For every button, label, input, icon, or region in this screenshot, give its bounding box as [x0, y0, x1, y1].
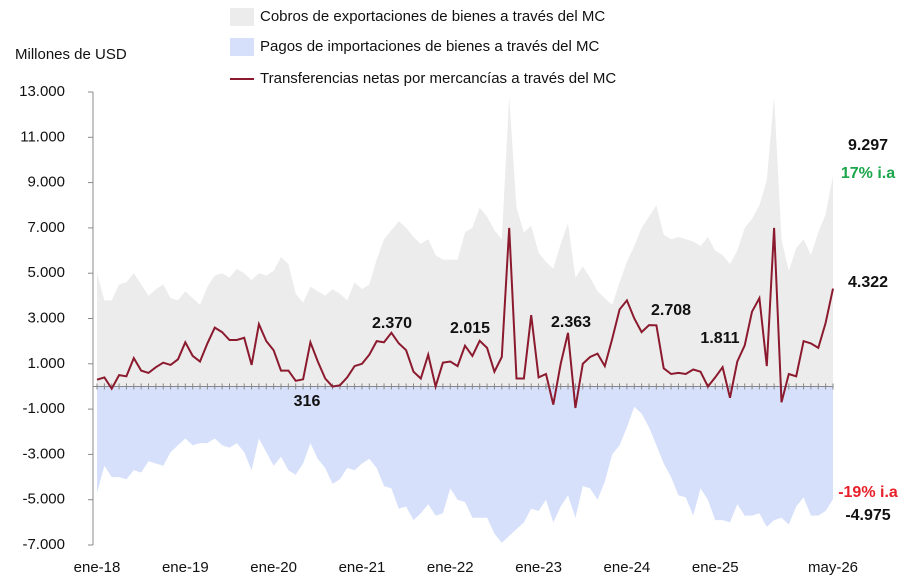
y-tick-label: 3.000 [27, 309, 65, 326]
y-tick-label: 9.000 [27, 174, 65, 191]
y-tick-label: 7.000 [27, 219, 65, 236]
legend-swatch [230, 8, 254, 26]
x-tick-label: ene-21 [339, 559, 386, 576]
annotation: 1.811 [700, 330, 739, 347]
x-tick-label: ene-24 [604, 559, 651, 576]
x-tick-label: ene-22 [427, 559, 474, 576]
legend-label: Transferencias netas por mercancías a tr… [260, 70, 616, 87]
y-tick-label: 1.000 [27, 355, 65, 372]
y-tick-label: 5.000 [27, 264, 65, 281]
y-tick-label: -3.000 [22, 445, 65, 462]
change-label: -19% i.a [838, 484, 898, 501]
legend-label: Pagos de importaciones de bienes a travé… [260, 38, 600, 55]
x-tick-label: ene-19 [162, 559, 209, 576]
y-tick-label: -7.000 [22, 536, 65, 553]
y-tick-label: 11.000 [20, 128, 65, 145]
annotation: 2.708 [651, 302, 691, 319]
legend-swatch [230, 38, 254, 56]
end-label: 4.322 [848, 274, 888, 291]
x-tick-label: ene-25 [692, 559, 739, 576]
line [96, 227, 834, 409]
y-axis-label: Millones de USD [15, 46, 127, 63]
y-tick-label: 13.000 [19, 83, 65, 100]
end-label: 9.297 [848, 137, 888, 154]
x-tick-label: ene-20 [250, 559, 297, 576]
area [97, 96, 833, 387]
annotation: 2.363 [551, 314, 591, 331]
area [97, 386, 833, 543]
annotation: 316 [294, 393, 321, 410]
end-label: -4.975 [845, 507, 890, 524]
x-tick-label: ene-23 [515, 559, 562, 576]
change-label: 17% i.a [841, 165, 895, 182]
y-tick-label: -1.000 [22, 400, 65, 417]
y-tick-label: -5.000 [22, 491, 65, 508]
annotation: 2.015 [450, 320, 490, 337]
legend-label: Cobros de exportaciones de bienes a trav… [260, 8, 605, 25]
x-tick-label: ene-18 [74, 559, 121, 576]
annotation: 2.370 [372, 315, 412, 332]
x-tick-label: may-26 [808, 559, 858, 576]
